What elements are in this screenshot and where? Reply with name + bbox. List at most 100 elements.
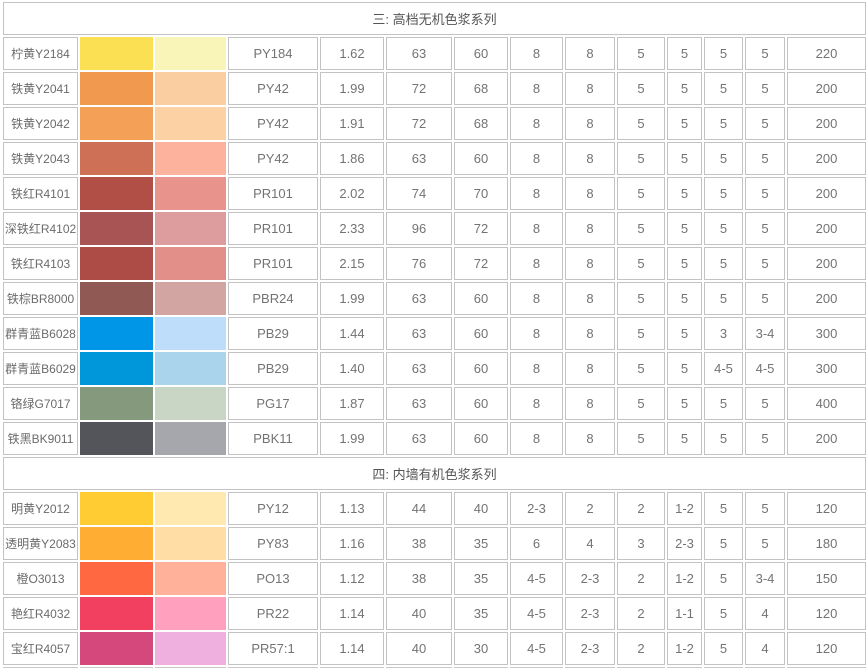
table-row: 艳红R4032 PR22 1.14 40 35 4-5 2-3 2 1-1 5 4 120 [3, 597, 867, 630]
color-swatch-full [80, 72, 153, 105]
color-swatch-full [80, 527, 153, 560]
spec-value: 68 [454, 107, 508, 140]
color-index: PBR24 [228, 282, 318, 315]
spec-value: 8 [565, 352, 615, 385]
spec-value: 40 [454, 492, 508, 525]
spec-value: 8 [565, 282, 615, 315]
color-index: PR101 [228, 247, 318, 280]
spec-value: 63 [386, 352, 452, 385]
table-row: 透明黄Y2083 PY83 1.16 38 35 6 4 3 2-3 5 5 180 [3, 527, 867, 560]
spec-value: 5 [704, 282, 743, 315]
spec-value: 200 [787, 72, 867, 105]
spec-value: 63 [386, 37, 452, 70]
color-index: PY83 [228, 527, 318, 560]
spec-value: 8 [510, 422, 563, 455]
spec-value: 5 [617, 422, 665, 455]
spec-value: 5 [667, 317, 702, 350]
spec-value: 5 [667, 72, 702, 105]
spec-value: 1-1 [667, 597, 702, 630]
spec-value: 5 [704, 422, 743, 455]
spec-value: 5 [745, 72, 785, 105]
spec-value: 8 [510, 387, 563, 420]
color-index: PR22 [228, 597, 318, 630]
spec-value: 68 [454, 72, 508, 105]
section-title-text: 三: 高档无机色浆系列 [372, 12, 497, 27]
pigment-name: 艳红R4032 [3, 597, 78, 630]
spec-value: 4 [565, 527, 615, 560]
color-swatch-tint [155, 212, 226, 245]
spec-value: 4-5 [510, 562, 563, 595]
spec-value: 5 [667, 142, 702, 175]
pigment-name: 铁黄Y2041 [3, 72, 78, 105]
spec-value: 8 [510, 107, 563, 140]
color-swatch-tint [155, 422, 226, 455]
spec-value: 35 [454, 597, 508, 630]
spec-value: 8 [510, 282, 563, 315]
color-index: PO13 [228, 562, 318, 595]
spec-value: 44 [386, 492, 452, 525]
table-row: 深铁红R4102 PR101 2.33 96 72 8 8 5 5 5 5 200 [3, 212, 867, 245]
spec-value: 63 [386, 142, 452, 175]
color-swatch-tint [155, 282, 226, 315]
spec-value: 120 [787, 632, 867, 665]
spec-value: 3-4 [745, 317, 785, 350]
color-swatch-tint [155, 597, 226, 630]
spec-value: 63 [386, 387, 452, 420]
color-swatch-tint [155, 37, 226, 70]
pigment-name: 宝红R4057 [3, 632, 78, 665]
spec-value: 8 [565, 142, 615, 175]
spec-value: 5 [704, 247, 743, 280]
table-row: 铁棕BR8000 PBR24 1.99 63 60 8 8 5 5 5 5 200 [3, 282, 867, 315]
spec-value: 35 [454, 562, 508, 595]
spec-value: 2-3 [565, 562, 615, 595]
spec-value: 8 [565, 212, 615, 245]
density-value: 1.44 [320, 317, 384, 350]
spec-value: 8 [510, 37, 563, 70]
color-swatch-tint [155, 107, 226, 140]
color-index: PY42 [228, 107, 318, 140]
spec-value: 8 [565, 247, 615, 280]
color-index: PY184 [228, 37, 318, 70]
section-header-row: 四: 内墙有机色浆系列 [3, 457, 867, 490]
spec-value: 8 [510, 177, 563, 210]
spec-value: 180 [787, 527, 867, 560]
spec-value: 5 [667, 37, 702, 70]
table-row: 铁黄Y2041 PY42 1.99 72 68 8 8 5 5 5 5 200 [3, 72, 867, 105]
spec-value: 5 [704, 72, 743, 105]
spec-value: 4-5 [704, 352, 743, 385]
spec-value: 5 [704, 142, 743, 175]
pigment-name: 透明黄Y2083 [3, 527, 78, 560]
spec-value: 8 [510, 317, 563, 350]
table-row: 柠黄Y2184 PY184 1.62 63 60 8 8 5 5 5 5 220 [3, 37, 867, 70]
pigment-name: 铬绿G7017 [3, 387, 78, 420]
spec-value: 1-2 [667, 492, 702, 525]
spec-value: 8 [565, 387, 615, 420]
pigment-name: 铁红R4103 [3, 247, 78, 280]
spec-value: 35 [454, 527, 508, 560]
density-value: 1.40 [320, 352, 384, 385]
spec-value: 8 [510, 142, 563, 175]
spec-value: 2-3 [565, 632, 615, 665]
density-value: 2.02 [320, 177, 384, 210]
density-value: 1.14 [320, 597, 384, 630]
table-row: 明黄Y2012 PY12 1.13 44 40 2-3 2 2 1-2 5 5 120 [3, 492, 867, 525]
spec-value: 300 [787, 317, 867, 350]
spec-value: 63 [386, 317, 452, 350]
spec-value: 5 [704, 387, 743, 420]
spec-value: 5 [745, 142, 785, 175]
density-value: 1.12 [320, 562, 384, 595]
color-swatch-full [80, 177, 153, 210]
spec-value: 72 [454, 212, 508, 245]
table-row: 宝红R4057 PR57:1 1.14 40 30 4-5 2-3 2 1-2 5 4 120 [3, 632, 867, 665]
spec-value: 60 [454, 142, 508, 175]
spec-value: 5 [745, 247, 785, 280]
spec-value: 150 [787, 562, 867, 595]
spec-value: 60 [454, 387, 508, 420]
spec-value: 5 [704, 562, 743, 595]
color-index: PG17 [228, 387, 318, 420]
density-value: 1.99 [320, 72, 384, 105]
spec-value: 8 [565, 177, 615, 210]
spec-value: 60 [454, 422, 508, 455]
color-swatch-tint [155, 177, 226, 210]
spec-value: 2-3 [667, 527, 702, 560]
